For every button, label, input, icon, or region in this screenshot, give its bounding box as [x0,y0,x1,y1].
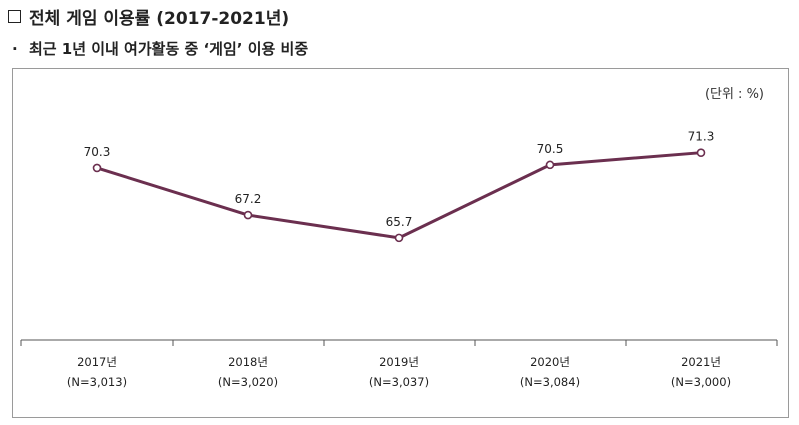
heading-text: 전체 게임 이용률 (2017-2021년) [29,9,290,29]
data-point [696,148,706,157]
x-tick-label: 2017년 [77,355,117,369]
bullet: · [12,40,18,58]
x-tick-label: 2019년 [379,355,419,369]
data-point [545,160,555,170]
x-tick-label: 2020년 [530,355,570,369]
unit-note: (단위 : %) [704,87,764,102]
chart-subheading: · 최근 1년 이내 여가활동 중 ‘게임’ 이용 비중 [12,38,308,59]
chart-heading: 전체 게임 이용률 (2017-2021년) [8,4,289,29]
x-tick-sample-size: (N=3,000) [671,375,731,389]
x-tick-sample-size: (N=3,084) [520,375,580,389]
x-tick-sample-size: (N=3,037) [369,375,429,389]
data-point [394,233,404,243]
chart-frame: (단위 : %) 70.3 67.2 65.7 70.5 71.3 2017년 (N=3,0… [12,68,789,418]
line-chart: 70.3 67.2 65.7 70.5 71.3 2017년 (N=3,013) 2018년 (… [20,130,778,389]
data-label: 67.2 [235,192,262,206]
x-tick-label: 2018년 [228,355,268,369]
checkbox-square-icon [8,10,21,23]
x-tick-sample-size: (N=3,013) [67,375,127,389]
data-point [243,210,253,220]
x-tick-label: 2021년 [681,355,721,369]
data-point [92,163,102,173]
data-label: 65.7 [386,215,413,229]
data-label: 71.3 [688,130,715,144]
subheading-text: 최근 1년 이내 여가활동 중 ‘게임’ 이용 비중 [28,40,309,58]
data-label: 70.3 [84,145,111,159]
data-label: 70.5 [537,142,564,156]
x-tick-sample-size: (N=3,020) [218,375,278,389]
